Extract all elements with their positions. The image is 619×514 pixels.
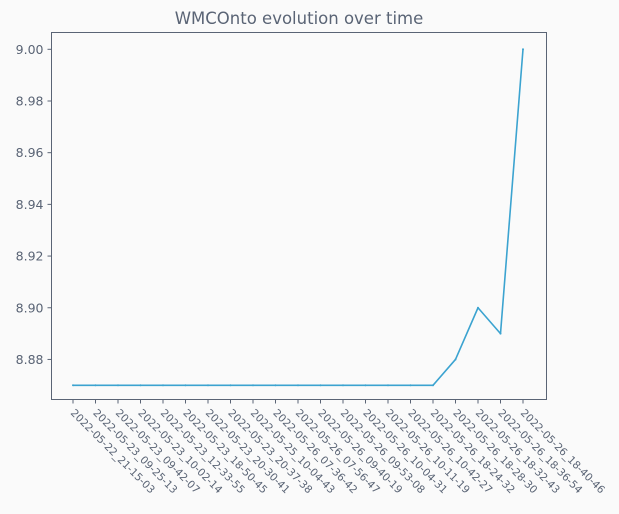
y-axis: 8.88 8.90 8.92 8.94 8.96 8.98 9.00	[16, 42, 52, 367]
data-point	[477, 306, 479, 309]
chart-title: WMCOnto evolution over time	[175, 9, 424, 28]
series-line	[73, 49, 524, 387]
data-point	[274, 384, 277, 387]
data-point	[499, 332, 502, 335]
y-tick-label: 8.90	[16, 300, 44, 315]
plot-area-frame	[51, 32, 547, 400]
y-tick-label: 8.96	[16, 145, 44, 160]
y-tick-label: 9.00	[16, 42, 44, 57]
data-point	[162, 384, 164, 387]
y-tick-label: 8.88	[16, 352, 44, 367]
data-point	[364, 384, 367, 387]
data-point	[432, 384, 434, 387]
data-point	[454, 358, 457, 361]
data-point	[94, 384, 97, 387]
data-point	[522, 48, 524, 51]
data-point	[252, 384, 254, 387]
y-tick-label: 8.92	[16, 249, 44, 264]
x-axis: 2022-05-22_21-15-032022-05-23_09-25-1320…	[68, 399, 607, 496]
data-point	[409, 384, 412, 387]
y-tick-label: 8.98	[16, 93, 44, 108]
data-point	[139, 384, 142, 387]
data-point	[72, 384, 74, 387]
data-point	[207, 384, 209, 387]
data-point	[184, 384, 187, 387]
data-point	[117, 384, 119, 387]
y-tick-label: 8.94	[16, 197, 44, 212]
data-point	[229, 384, 232, 387]
data-points	[72, 48, 524, 387]
data-point	[342, 384, 344, 387]
data-point	[387, 384, 389, 387]
data-point	[319, 384, 322, 387]
data-point	[297, 384, 299, 387]
